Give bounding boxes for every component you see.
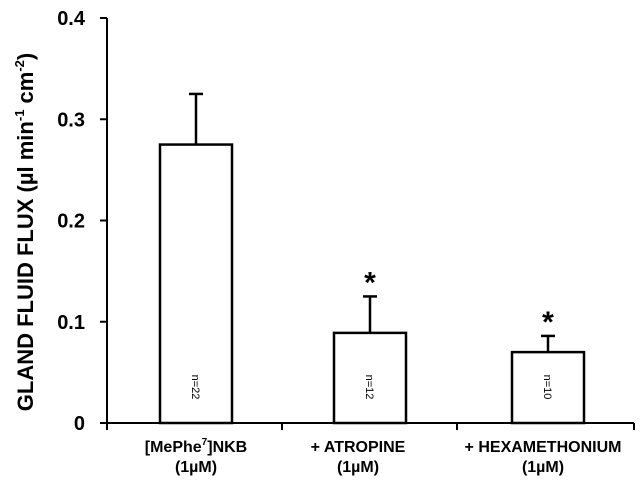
category-label: + HEXAMETHONIUM <box>465 439 622 456</box>
n-label: n=10 <box>541 375 553 400</box>
y-tick-label: 0.2 <box>57 211 85 233</box>
y-axis-label: GLAND FLUID FLUX (µl min-1 cm-2) <box>12 53 38 411</box>
y-tick-label: 0.1 <box>57 312 85 334</box>
category-label-line2: (1µM) <box>522 459 564 476</box>
labels: n=22 [MePhe7]NKB (1µM) * n=12 + ATROPINE (1µM)… <box>145 266 622 476</box>
n-label: n=22 <box>189 375 201 400</box>
y-tick-label: 0.4 <box>57 8 86 30</box>
significance-star: * <box>364 266 376 299</box>
y-tick-label: 0 <box>74 413 85 435</box>
bars <box>158 92 586 425</box>
n-label: n=12 <box>363 375 375 400</box>
significance-star: * <box>542 306 554 339</box>
bar <box>332 331 408 425</box>
y-axis-title: GLAND FLUID FLUX (µl min-1 cm-2) <box>12 53 38 411</box>
category-label: + ATROPINE <box>311 439 406 456</box>
category-label: [MePhe7]NKB <box>145 437 247 456</box>
category-label-line2: (1µM) <box>337 459 379 476</box>
bar <box>510 350 586 425</box>
y-tick-label: 0.3 <box>57 109 85 131</box>
category-label-line2: (1µM) <box>175 459 217 476</box>
